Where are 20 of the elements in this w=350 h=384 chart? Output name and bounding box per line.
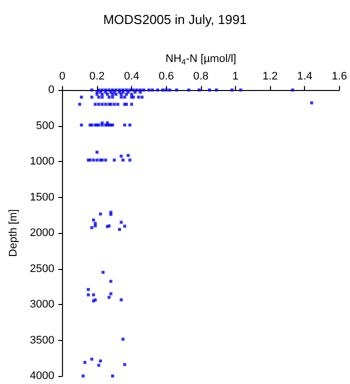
x-tick-label: 0.6 bbox=[158, 70, 174, 82]
y-tick-label: 0 bbox=[48, 84, 54, 96]
y-axis-title: Depth [m] bbox=[8, 209, 20, 257]
x-tick-label: 0.8 bbox=[193, 70, 209, 82]
y-tick-label: 3500 bbox=[30, 334, 54, 346]
y-tick-label: 500 bbox=[36, 120, 54, 132]
x-tick-label: 0.2 bbox=[89, 70, 105, 82]
x-tick-label: 1.2 bbox=[262, 70, 278, 82]
chart-title: MODS2005 in July, 1991 bbox=[103, 12, 247, 27]
y-tick-label: 3000 bbox=[30, 298, 54, 310]
x-tick-label: 1.4 bbox=[297, 70, 312, 82]
x-tick-label: 1 bbox=[232, 70, 239, 82]
y-tick-label: 1000 bbox=[30, 156, 54, 168]
y-tick-label: 2000 bbox=[30, 227, 54, 239]
y-tick-label: 4000 bbox=[30, 370, 54, 382]
x-tick-label: 0.4 bbox=[124, 70, 140, 82]
x-tick-label: 0 bbox=[59, 70, 66, 82]
y-tick-label: 1500 bbox=[30, 191, 54, 204]
x-tick-label: 1.6 bbox=[332, 70, 348, 82]
y-tick-label: 2500 bbox=[30, 262, 54, 275]
